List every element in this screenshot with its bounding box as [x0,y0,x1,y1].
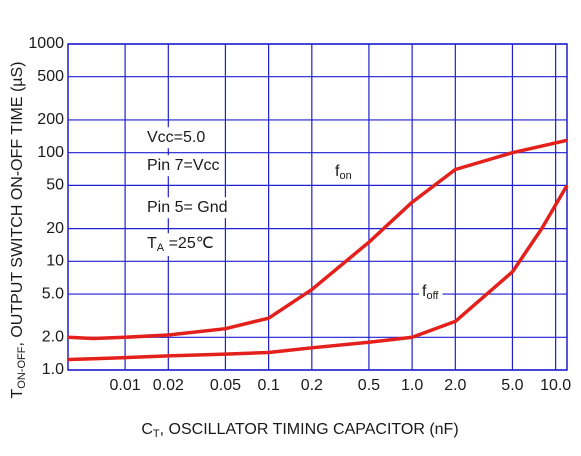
y-axis-label-main: T [9,389,26,399]
x-tick-label: 0.01 [110,377,141,394]
annotation: TA =25℃ [147,235,214,254]
x-tick-label: 2.0 [444,377,466,394]
legend-main: f [335,163,340,180]
x-tick-label: 0.2 [301,377,323,394]
x-tick-label: 5.0 [501,377,523,394]
y-tick-label: 100 [37,144,64,161]
annotation-bg [143,233,218,256]
y-axis-label-sub: ON-OFF [16,346,28,388]
y-tick-label: 50 [46,177,64,194]
y-axis-label: TON-OFF, OUTPUT SWITCH ON-OFF TIME (µS) [9,61,28,398]
y-tick-label: 20 [46,220,64,237]
plot-area [67,43,568,371]
legend-label: fon [335,163,352,182]
y-axis-label-rest: , OUTPUT SWITCH ON-OFF TIME (µS) [9,61,26,346]
annotation: Pin 7=Vcc [147,157,219,174]
y-tick-label: 1.0 [42,361,64,378]
x-axis-label: CT, OSCILLATOR TIMING CAPACITOR (nF) [141,421,458,440]
legend-sub: on [339,170,351,182]
y-tick-label: 5.0 [42,285,64,302]
legend-sub: off [426,290,439,302]
annotation-bg [143,155,224,177]
y-tick-label: 1000 [28,35,64,52]
y-tick-label: 10 [46,253,64,270]
series-line [67,138,568,341]
x-axis-label-main: C [141,421,153,438]
annotation-bg [143,197,232,219]
annotation: Vcc=5.0 [147,129,205,146]
y-tick-label: 2.0 [42,329,64,346]
legend-bg [419,281,443,304]
annotation-rest: =25℃ [164,235,214,252]
x-tick-label: 0.05 [210,377,241,394]
annotation: Pin 5= Gnd [147,199,228,216]
x-tick-label: 0.5 [358,377,380,394]
x-axis-label-rest: , OSCILLATOR TIMING CAPACITOR (nF) [160,421,459,438]
series-line [67,184,569,362]
x-tick-label: 0.1 [257,377,279,394]
x-tick-label: 1.0 [401,377,423,394]
legend-bg [332,161,355,184]
y-tick-label: 200 [37,111,64,128]
x-axis-label-sub: T [153,428,160,440]
x-tick-label: 0.02 [153,377,184,394]
x-tick-label: 10.0 [540,377,571,394]
legend-main: f [422,283,427,300]
legend-label: foff [422,283,439,302]
annotation-bg [143,127,210,149]
y-tick-label: 500 [37,68,64,85]
annotation-sub: A [157,242,165,254]
annotation-main: T [147,235,157,252]
